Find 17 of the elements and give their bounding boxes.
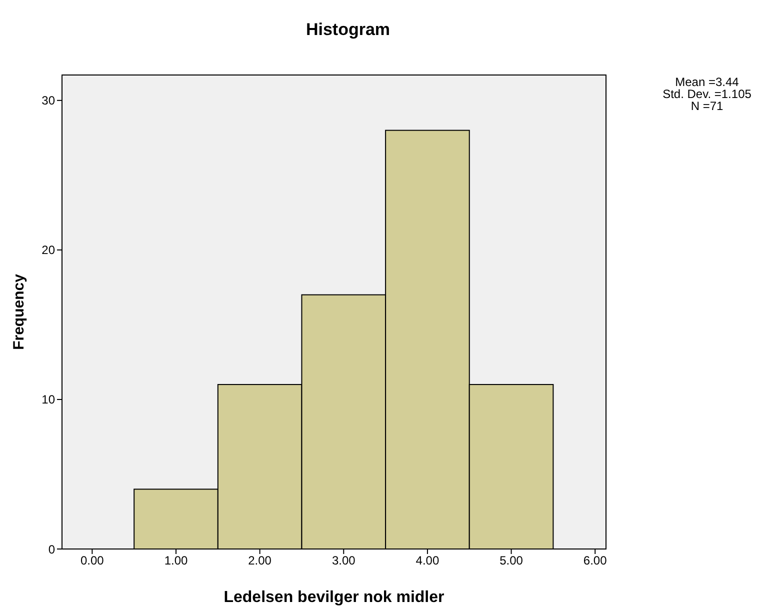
y-tick-label: 20 [42, 243, 56, 258]
x-axis-title: Ledelsen bevilger nok midler [224, 589, 444, 606]
text: N =71 [690, 99, 724, 113]
x-tick-label: 0.00 [80, 554, 104, 568]
x-tick-label: 3.00 [332, 554, 356, 568]
text: Std. Dev. =1.105 [662, 87, 752, 101]
text: Mean =3.44 [674, 75, 740, 89]
y-axis-title: Frequency [10, 273, 28, 350]
x-tick-label: 4.00 [416, 554, 440, 568]
x-tick-label: 1.00 [164, 554, 188, 568]
y-tick-label: 10 [42, 392, 56, 407]
x-tick-label: 5.00 [500, 554, 524, 568]
x-tick-label: 2.00 [248, 554, 272, 568]
y-tick-label: 0 [48, 542, 56, 556]
chart-title: Histogram [304, 20, 392, 40]
x-tick-label: 6.00 [583, 554, 608, 568]
y-tick-label: 30 [42, 94, 56, 108]
